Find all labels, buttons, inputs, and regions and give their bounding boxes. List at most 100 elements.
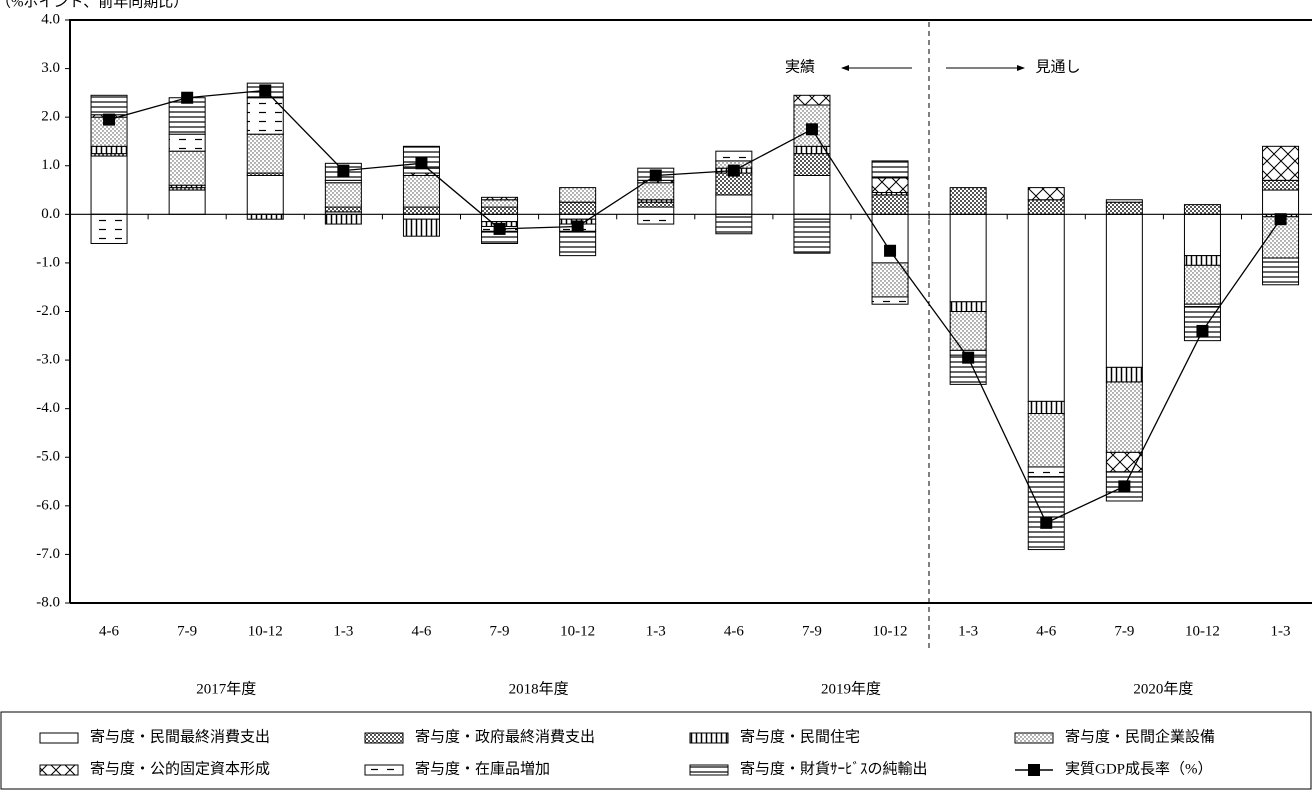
gdp-marker: [1196, 324, 1209, 337]
y-tick-label: -7.0: [36, 546, 60, 562]
x-tick-label: 4-6: [99, 623, 119, 639]
legend-label: 寄与度・財貨ｻｰﾋﾞｽの純輸出: [740, 759, 928, 777]
y-tick-label: 3.0: [41, 60, 60, 76]
year-label: 2017年度: [196, 680, 256, 697]
bar-segment: [324, 206, 362, 213]
bar-segment: [1105, 199, 1143, 203]
bar-segment: [637, 182, 675, 201]
y-tick-label: -6.0: [36, 497, 60, 513]
bar-segment: [871, 194, 909, 215]
bar-segment: [1105, 213, 1143, 368]
y-tick-label: 2.0: [41, 109, 60, 125]
year-label: 2019年度: [821, 680, 881, 697]
gdp-line: [108, 89, 1282, 524]
bar-segment: [793, 94, 831, 106]
y-tick-label: -4.0: [36, 400, 60, 416]
legend-marker: [1028, 764, 1040, 776]
bar-segment: [871, 296, 909, 305]
legend-swatch: [39, 764, 79, 776]
bar-segment: [1262, 257, 1300, 286]
bar-segment: [871, 177, 909, 193]
bar-segment: [1105, 201, 1143, 215]
bar-segment: [402, 218, 440, 237]
legend-swatch: [689, 764, 729, 776]
bar-segment: [793, 213, 831, 220]
bar-segment: [481, 206, 519, 215]
bar-segment: [1027, 476, 1065, 551]
bar-segment: [246, 133, 284, 174]
bar-segment: [1027, 213, 1065, 402]
legend-swatch: [689, 732, 729, 744]
bar-segment: [324, 213, 362, 225]
bar-segment: [715, 213, 753, 235]
legend-label: 実質GDP成長率（%）: [1065, 759, 1213, 777]
x-tick-label: 10-12: [873, 623, 908, 639]
legend-label: 寄与度・民間住宅: [740, 727, 860, 745]
y-tick-label: 4.0: [41, 11, 60, 27]
legend-swatch: [364, 732, 404, 744]
bar-segment: [715, 150, 753, 162]
bar-segment: [168, 150, 206, 186]
y-tick-label: -8.0: [36, 594, 60, 610]
gdp-marker: [649, 169, 662, 182]
year-label: 2018年度: [509, 680, 569, 697]
bar-segment: [246, 97, 284, 135]
legend-label: 寄与度・在庫品増加: [415, 759, 550, 777]
bar-segment: [871, 262, 909, 298]
x-tick-label: 10-12: [560, 623, 595, 639]
legend-swatch: [39, 732, 79, 744]
bar-segment: [793, 153, 831, 176]
legend-label: 寄与度・民間企業設備: [1065, 727, 1215, 745]
x-tick-label: 10-12: [1185, 623, 1220, 639]
x-tick-label: 7-9: [802, 623, 822, 639]
x-tick-label: 10-12: [248, 623, 283, 639]
gdp-marker: [884, 244, 897, 257]
x-tick-label: 7-9: [177, 623, 197, 639]
bar-segment: [949, 213, 987, 303]
annotation: 見通し: [1035, 58, 1080, 75]
bar-segment: [402, 213, 440, 220]
y-tick-label: 1.0: [41, 157, 60, 173]
bar-segment: [793, 218, 831, 254]
bar-segment: [637, 201, 675, 208]
y-tick-label: -1.0: [36, 254, 60, 270]
x-tick-label: 4-6: [1036, 623, 1056, 639]
bar-segment: [559, 187, 597, 203]
gdp-marker: [727, 164, 740, 177]
y-tick-label: -5.0: [36, 449, 60, 465]
gdp-marker: [493, 222, 506, 235]
bar-segment: [1183, 255, 1221, 266]
annotation: 実績: [785, 58, 815, 75]
bar-segment: [1262, 145, 1300, 181]
y-tick-label: -2.0: [36, 303, 60, 319]
x-tick-label: 1-3: [958, 623, 978, 639]
bar-segment: [1105, 381, 1143, 453]
gdp-marker: [1118, 480, 1131, 493]
bar-segment: [246, 213, 284, 220]
axis: [69, 19, 1312, 604]
gdp-marker: [962, 351, 975, 364]
bar-segment: [559, 201, 597, 215]
bar-segment: [1183, 204, 1221, 215]
y-tick-label: -3.0: [36, 352, 60, 368]
bar-segment: [90, 145, 128, 155]
gdp-marker: [415, 157, 428, 170]
gdp-marker: [1274, 213, 1287, 226]
bar-segment: [1183, 213, 1221, 257]
bar-segment: [1027, 466, 1065, 478]
gdp-marker: [805, 123, 818, 136]
bar-segment: [481, 199, 519, 208]
gdp-marker: [103, 113, 116, 126]
bar-segment: [1105, 366, 1143, 383]
gdp-marker: [259, 84, 272, 97]
bar-segment: [324, 182, 362, 208]
bar-segment: [168, 97, 206, 135]
bar-segment: [637, 206, 675, 215]
bar-segment: [1027, 400, 1065, 415]
year-label: 2020年度: [1133, 680, 1193, 697]
bar-segment: [90, 155, 128, 215]
x-tick-label: 4-6: [411, 623, 431, 639]
gdp-marker: [1040, 516, 1053, 529]
bar-segment: [1027, 199, 1065, 215]
